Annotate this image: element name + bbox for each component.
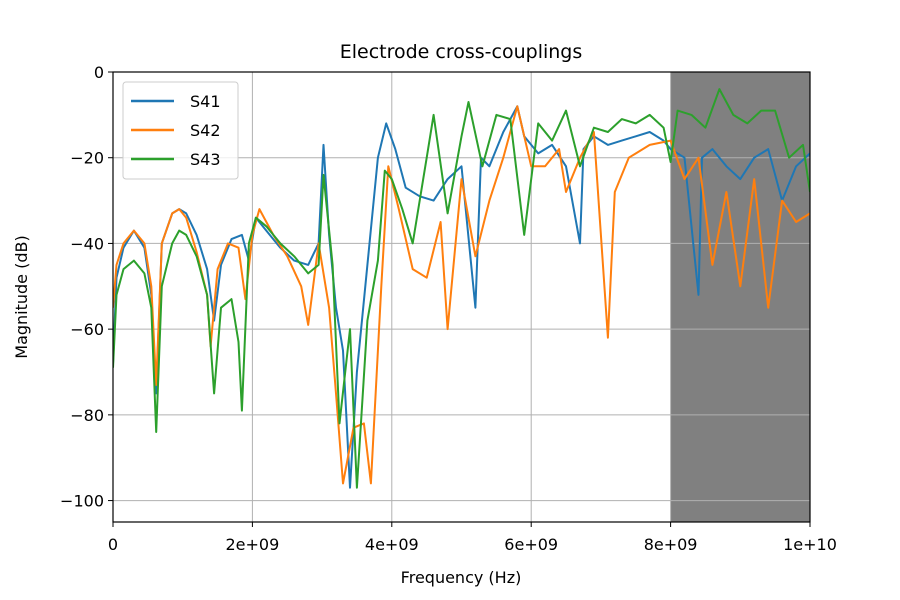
y-tick-label: 0 — [94, 63, 104, 82]
legend-label-s43: S43 — [190, 150, 221, 169]
legend-label-s41: S41 — [190, 92, 221, 111]
plot-frame — [112, 71, 811, 523]
y-tick-label: −80 — [70, 406, 104, 425]
series-line-s42 — [113, 105, 810, 485]
shade-layer — [670, 72, 810, 522]
chart-title: Electrode cross-couplings — [340, 41, 583, 63]
y-tick-label: −60 — [70, 320, 104, 339]
x-tick-label: 4e+09 — [365, 535, 419, 554]
y-tick-label: −40 — [70, 234, 104, 253]
series-line-s41 — [113, 105, 810, 489]
x-tick-label: 0 — [108, 535, 118, 554]
legend-label-s42: S42 — [190, 121, 221, 140]
shaded-region — [670, 72, 810, 522]
series-line-s43 — [113, 88, 810, 489]
y-tick-label: −20 — [70, 149, 104, 168]
x-tick-label: 2e+09 — [226, 535, 280, 554]
x-tick-label: 1e+10 — [783, 535, 837, 554]
legend-box — [122, 81, 239, 180]
x-axis-title: Frequency (Hz) — [401, 568, 522, 587]
x-tick-label: 8e+09 — [644, 535, 698, 554]
legend: S41 S42 S43 — [122, 81, 239, 180]
y-tick-label: −100 — [60, 492, 104, 511]
tick-layer: 0 2e+09 4e+09 6e+09 8e+09 1e+10 0 −20 −40 −60 −80 −… — [60, 63, 837, 554]
series-layer — [113, 88, 810, 489]
x-tick-label: 6e+09 — [504, 535, 558, 554]
y-axis-title: Magnitude (dB) — [12, 235, 31, 358]
